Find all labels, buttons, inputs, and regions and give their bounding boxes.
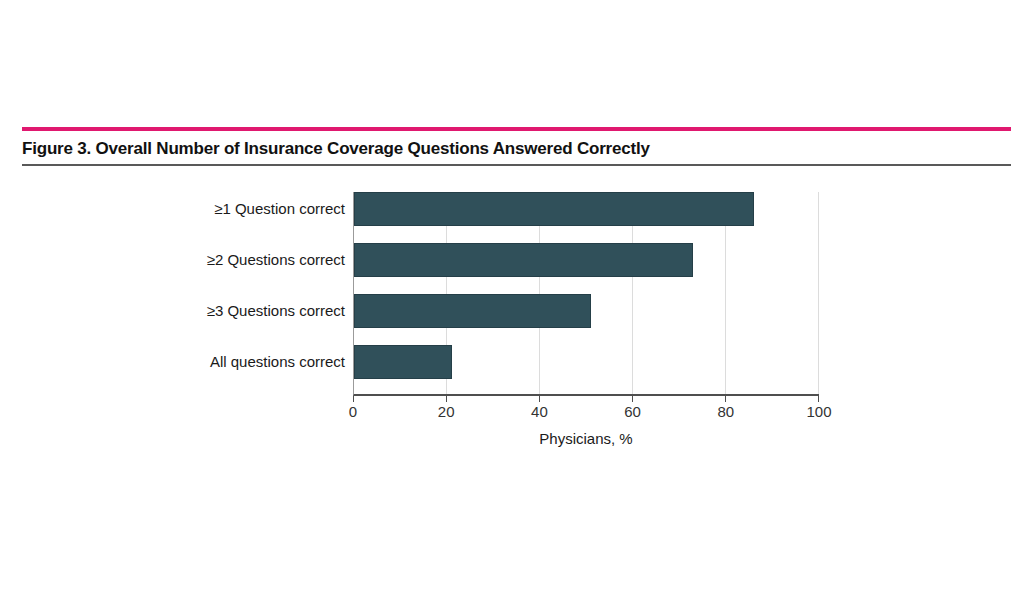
bar (354, 345, 452, 379)
gridline-x-100 (818, 192, 819, 394)
x-tick-label-0: 0 (349, 403, 357, 420)
x-tick-label-60: 60 (624, 403, 641, 420)
bar (354, 192, 754, 226)
bar (354, 243, 693, 277)
figure-page: Figure 3. Overall Number of Insurance Co… (0, 0, 1024, 594)
x-tick-label-40: 40 (531, 403, 548, 420)
category-label: ≥3 Questions correct (0, 294, 345, 328)
plot-area (353, 192, 819, 396)
category-label: ≥2 Questions correct (0, 243, 345, 277)
tick-mark-x-80 (725, 396, 726, 402)
tick-mark-x-40 (539, 396, 540, 402)
bar (354, 294, 591, 328)
category-axis: ≥1 Question correct ≥2 Questions correct ≥… (0, 192, 345, 396)
tick-mark-x-0 (353, 396, 354, 402)
x-tick-label-20: 20 (438, 403, 455, 420)
tick-mark-x-100 (818, 396, 819, 402)
x-axis-title: Physicians, % (353, 430, 819, 447)
bar-chart: ≥1 Question correct ≥2 Questions correct ≥… (0, 0, 1024, 594)
tick-mark-x-20 (446, 396, 447, 402)
x-tick-label-100: 100 (806, 403, 831, 420)
x-axis-tick-labels: 020406080100 (353, 403, 819, 421)
category-label: ≥1 Question correct (0, 192, 345, 226)
category-label: All questions correct (0, 345, 345, 379)
x-tick-label-80: 80 (717, 403, 734, 420)
tick-mark-x-60 (632, 396, 633, 402)
